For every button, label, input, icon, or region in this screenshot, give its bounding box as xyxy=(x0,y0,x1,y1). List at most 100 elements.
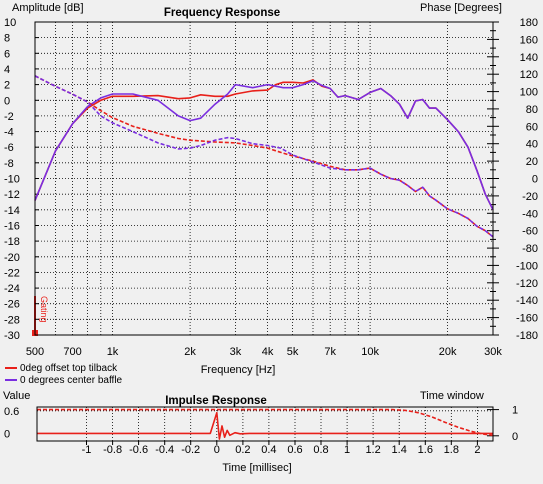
freq-x-tick-label: 500 xyxy=(26,346,44,358)
impulse-response-chart: Impulse Response Value Time window Time … xyxy=(3,390,518,474)
freq-x-tick-label: 20k xyxy=(439,346,457,358)
amplitude-tick-label: -16 xyxy=(4,221,20,233)
freq-x-tick-label: 30k xyxy=(484,346,502,358)
amplitude-tick-label: 8 xyxy=(4,33,10,45)
gating-marker: Gating xyxy=(39,296,49,323)
impulse-series xyxy=(37,408,494,440)
phase-tick-label: -160 xyxy=(516,313,538,325)
phase-axis-label: Phase [Degrees] xyxy=(420,2,502,14)
freq-x-tick-label: 7k xyxy=(324,346,336,358)
impulse-x-tick-label: -0.6 xyxy=(129,444,148,456)
impulse-x-tick-label: -0.4 xyxy=(155,444,174,456)
impulse-x-tick-label: 1.2 xyxy=(365,444,380,456)
frequency-x-ticks: 500 700 1k 2k 3k 4k 5k 7k 10k 20k 30k xyxy=(26,346,503,358)
phase-y-ticks: 180 160 140 120 100 80 60 40 20 0 -20 -40 -60 -80 -100… xyxy=(487,17,538,342)
amplitude-tick-label: -30 xyxy=(4,330,20,342)
freq-x-tick-label: 2k xyxy=(184,346,196,358)
phase-tick-label: 120 xyxy=(520,69,538,81)
time-window-tick-label: 1 xyxy=(512,405,518,417)
impulse-y-tick-label: 0.6 xyxy=(4,406,19,418)
freq-x-tick-label: 10k xyxy=(361,346,379,358)
amplitude-tick-label: -22 xyxy=(4,267,20,279)
legend-swatch-red xyxy=(5,367,17,369)
impulse-y-ticks-left: 0.60 xyxy=(4,406,19,441)
impulse-x-tick-label: 0.8 xyxy=(313,444,328,456)
amplitude-tick-label: 10 xyxy=(4,17,16,29)
impulse-series-line-0 xyxy=(37,411,493,440)
phase-tick-label: 180 xyxy=(520,17,538,29)
frequency-grid xyxy=(34,21,494,336)
phase-tick-label: -80 xyxy=(522,243,538,255)
phase-tick-label: -40 xyxy=(522,208,538,220)
impulse-x-tick-label: -0.8 xyxy=(103,444,122,456)
legend-item-purple: 0 degrees center baffle xyxy=(5,375,123,386)
impulse-grid xyxy=(37,407,493,441)
amplitude-tick-label: -20 xyxy=(4,252,20,264)
impulse-x-tick-label: 1 xyxy=(344,444,350,456)
impulse-plot-frame xyxy=(36,406,494,442)
legend-item-red: 0deg offset top tilback xyxy=(5,363,118,374)
freq-x-tick-label: 5k xyxy=(287,346,299,358)
amplitude-tick-label: -24 xyxy=(4,283,20,295)
time-window-label: Time window xyxy=(420,390,484,402)
impulse-x-tick-label: 1.6 xyxy=(418,444,433,456)
phase-tick-label: 80 xyxy=(526,104,538,116)
phase-tick-label: 140 xyxy=(520,52,538,64)
legend-swatch-purple xyxy=(5,379,17,381)
impulse-x-tick-label: 2 xyxy=(474,444,480,456)
impulse-x-tick-label: -0.2 xyxy=(181,444,200,456)
phase-tick-label: -60 xyxy=(522,226,538,238)
impulse-y-tick-label: 0 xyxy=(4,428,10,440)
frequency-chart-title: Frequency Response xyxy=(164,7,280,19)
amplitude-tick-label: -28 xyxy=(4,314,20,326)
impulse-x-tick-label: -1 xyxy=(82,444,92,456)
impulse-x-tick-label: 0.2 xyxy=(235,444,250,456)
legend-label-red: 0deg offset top tilback xyxy=(20,363,118,374)
freq-x-tick-label: 3k xyxy=(230,346,242,358)
phase-tick-label: 60 xyxy=(526,121,538,133)
legend-label-purple: 0 degrees center baffle xyxy=(20,375,123,386)
phase-tick-label: 160 xyxy=(520,34,538,46)
amplitude-tick-label: -4 xyxy=(4,127,14,139)
frequency-response-chart: Frequency Response Amplitude [dB] Phase … xyxy=(4,2,538,376)
impulse-series-line-1 xyxy=(37,408,494,436)
time-axis-label: Time [millisec] xyxy=(222,462,291,474)
amplitude-tick-label: -12 xyxy=(4,189,20,201)
amplitude-tick-label: -6 xyxy=(4,142,14,154)
amplitude-y-ticks: 10 8 6 4 2 0 -2 -4 -6 -8 -10 -12 -14 -16 -18 -20 -22 -24 -… xyxy=(4,17,39,342)
freq-series-line-3 xyxy=(34,75,494,238)
impulse-x-tick-label: 0.6 xyxy=(287,444,302,456)
impulse-chart-title: Impulse Response xyxy=(165,395,267,407)
phase-tick-label: -120 xyxy=(516,278,538,290)
frequency-axis-label: Frequency [Hz] xyxy=(201,364,276,376)
impulse-x-tick-label: 1.4 xyxy=(392,444,407,456)
amplitude-tick-label: 0 xyxy=(4,95,10,107)
frequency-plot-frame xyxy=(34,21,494,336)
impulse-y-ticks-right: 10 xyxy=(487,405,518,443)
phase-tick-label: -100 xyxy=(516,260,538,272)
frequency-series xyxy=(34,75,494,238)
impulse-x-tick-label: 0.4 xyxy=(261,444,276,456)
amplitude-tick-label: -18 xyxy=(4,236,20,248)
impulse-x-tick-label: 0 xyxy=(214,444,220,456)
time-window-tick-label: 0 xyxy=(512,431,518,443)
phase-tick-label: 0 xyxy=(532,174,538,186)
amplitude-tick-label: -2 xyxy=(4,111,14,123)
phase-tick-label: -140 xyxy=(516,295,538,307)
phase-tick-label: -20 xyxy=(522,191,538,203)
amplitude-tick-label: -14 xyxy=(4,205,20,217)
amplitude-tick-label: 2 xyxy=(4,80,10,92)
freq-x-tick-label: 700 xyxy=(63,346,81,358)
amplitude-tick-label: 4 xyxy=(4,64,10,76)
impulse-x-tick-label: 1.8 xyxy=(444,444,459,456)
amplitude-axis-label: Amplitude [dB] xyxy=(12,2,84,14)
legend: 0deg offset top tilback 0 degrees center… xyxy=(5,363,123,386)
impulse-x-ticks: -1 -0.8 -0.6 -0.4 -0.2 0 0.2 0.4 0.6 0.8 1 1.2 1.4 1.… xyxy=(82,441,480,456)
amplitude-tick-label: -8 xyxy=(4,158,14,170)
phase-tick-label: 40 xyxy=(526,139,538,151)
amplitude-tick-label: -10 xyxy=(4,174,20,186)
amplitude-tick-label: -26 xyxy=(4,299,20,311)
freq-series-line-1 xyxy=(34,79,494,211)
phase-tick-label: 100 xyxy=(520,87,538,99)
